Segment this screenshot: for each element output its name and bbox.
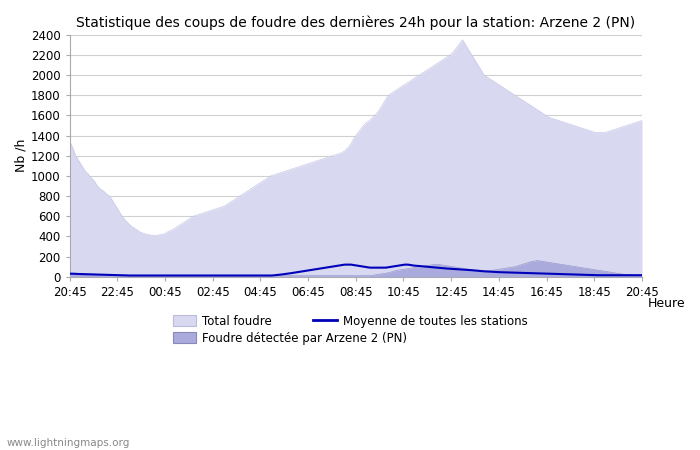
Title: Statistique des coups de foudre des dernières 24h pour la station: Arzene 2 (PN): Statistique des coups de foudre des dern… <box>76 15 636 30</box>
Text: www.lightningmaps.org: www.lightningmaps.org <box>7 438 130 448</box>
Legend: Foudre détectée par Arzene 2 (PN): Foudre détectée par Arzene 2 (PN) <box>173 332 407 345</box>
Y-axis label: Nb /h: Nb /h <box>15 139 28 172</box>
Text: Heure: Heure <box>648 297 685 310</box>
